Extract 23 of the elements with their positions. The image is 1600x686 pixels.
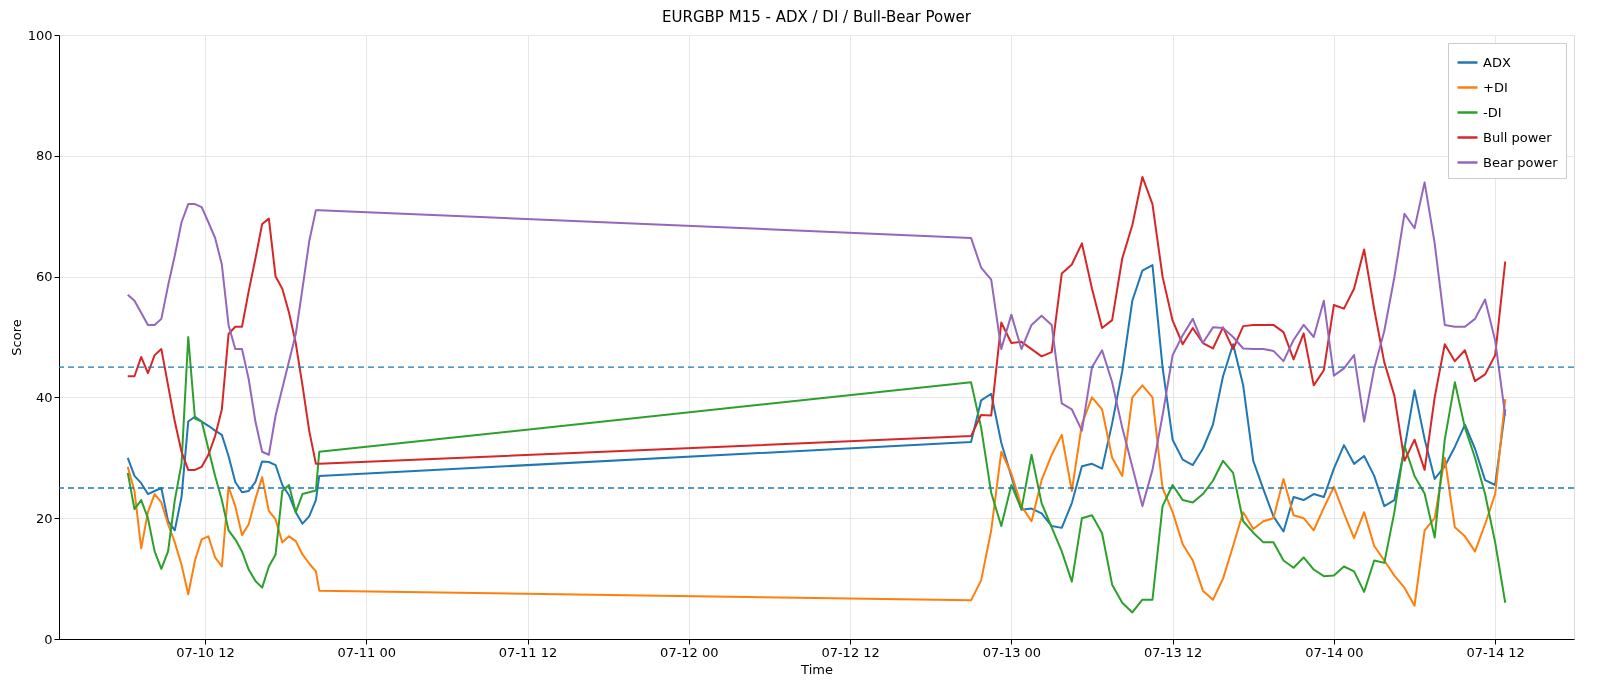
legend-label: -DI: [1483, 104, 1502, 120]
y-tick-label: 100: [27, 27, 53, 43]
x-tick-label: 07-11 12: [498, 644, 558, 660]
x-tick-label: 07-13 12: [1143, 644, 1203, 660]
legend-label: ADX: [1483, 54, 1511, 70]
x-tick-label: 07-12 12: [821, 644, 880, 660]
chart-title: EURGBP M15 - ADX / DI / Bull-Bear Power: [662, 8, 972, 26]
x-tick-label: 07-14 12: [1466, 644, 1525, 660]
x-tick-label: 07-13 00: [982, 644, 1042, 660]
y-tick-label: 60: [35, 269, 53, 285]
y-tick-label: 0: [44, 631, 53, 647]
y-tick-label: 40: [35, 389, 53, 405]
y-axis-title: Score: [8, 319, 24, 356]
y-tick-label: 80: [35, 148, 53, 164]
x-tick-label: 07-14 00: [1305, 644, 1364, 660]
x-tick-label: 07-10 12: [176, 644, 235, 660]
x-tick-label: 07-12 00: [660, 644, 719, 660]
legend-label: +DI: [1483, 79, 1508, 95]
y-tick-label: 20: [35, 510, 53, 526]
legend-label: Bull power: [1483, 129, 1553, 145]
x-tick-label: 07-11 00: [337, 644, 397, 660]
x-axis-title: Time: [800, 661, 833, 677]
legend-label: Bear power: [1483, 154, 1559, 170]
